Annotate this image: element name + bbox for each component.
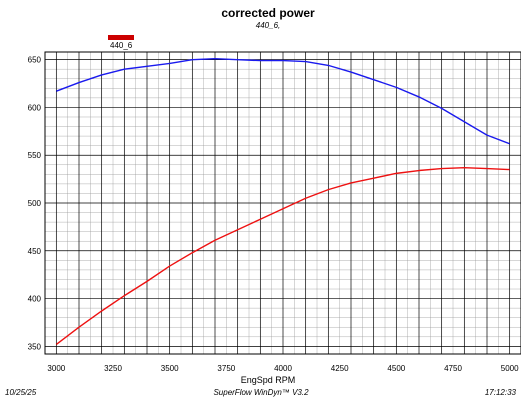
plot-frame <box>44 51 521 355</box>
y-tick-label: 350 <box>28 342 42 351</box>
chart-title: corrected power <box>221 6 315 20</box>
x-axis: 3000 3250 3500 3750 4000 4250 4500 4750 5000 <box>47 364 519 373</box>
legend-label: 440_6 <box>110 41 133 50</box>
x-tick-label: 4000 <box>274 364 292 373</box>
series-line-red <box>55 166 510 345</box>
footer-date: 10/25/25 <box>5 388 37 397</box>
y-tick-label: 550 <box>28 151 42 160</box>
y-tick-label: 650 <box>28 56 42 65</box>
x-axis-label: EngSpd RPM <box>241 375 296 385</box>
x-tick-label: 4500 <box>387 364 405 373</box>
x-tick-label: 3250 <box>104 364 122 373</box>
footer-time: 17:12:33 <box>485 388 517 397</box>
chart-subtitle: 440_6, <box>256 21 280 30</box>
y-tick-label: 400 <box>28 295 42 304</box>
x-tick-label: 5000 <box>501 364 519 373</box>
x-tick-label: 4750 <box>444 364 462 373</box>
x-tick-label: 3500 <box>161 364 179 373</box>
y-tick-label: 500 <box>28 199 42 208</box>
series-line-blue <box>56 57 510 145</box>
x-tick-label: 3000 <box>47 364 65 373</box>
x-tick-label: 4250 <box>331 364 349 373</box>
y-tick-label: 450 <box>28 247 42 256</box>
x-tick-label: 3750 <box>217 364 235 373</box>
y-axis: 350 400 450 500 550 600 650 <box>28 56 42 352</box>
footer-software: SuperFlow WinDyn™ V3.2 <box>213 388 309 397</box>
major-grid <box>45 52 521 354</box>
y-tick-label: 600 <box>28 103 42 112</box>
legend-swatch <box>108 35 134 40</box>
series-layer <box>55 57 510 345</box>
